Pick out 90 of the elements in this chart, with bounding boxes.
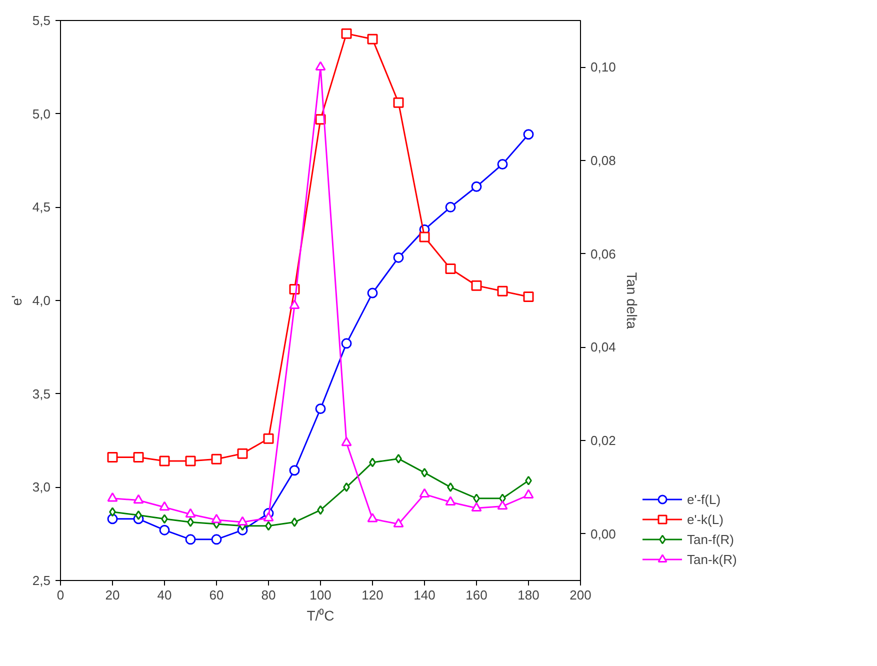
point [291, 517, 298, 527]
point [107, 452, 118, 463]
y-tick-label: 3,0 [32, 480, 51, 495]
point [211, 454, 222, 464]
legend-label: e'-k(L) [687, 512, 724, 526]
point [315, 61, 326, 71]
point [419, 232, 430, 242]
point [395, 454, 402, 464]
point [393, 97, 404, 108]
x-tick-label: 80 [261, 588, 276, 602]
point [185, 508, 196, 518]
y-tick-label: 4,0 [32, 293, 51, 308]
point [211, 514, 222, 524]
point [341, 436, 352, 446]
y2-axis-title: Tan delta [624, 272, 640, 330]
y-tick-label: 3,5 [32, 386, 51, 402]
point [159, 456, 170, 466]
x-tick-label: 20 [105, 588, 120, 602]
point [317, 505, 324, 515]
point [471, 280, 482, 291]
x-tick-label: 40 [157, 588, 172, 602]
y-axis-title: e' [8, 295, 24, 306]
point [341, 338, 352, 349]
y2-tick-label: 0,06 [590, 246, 616, 262]
y-tick-label: 4,5 [32, 200, 51, 215]
point [159, 524, 170, 536]
point [341, 28, 352, 39]
point [263, 512, 274, 522]
y-tick-label: 5,5 [32, 13, 51, 28]
point [133, 494, 144, 504]
point [525, 476, 532, 486]
legend-label: e'-f(L) [687, 492, 721, 506]
point [445, 496, 456, 506]
x-tick-label: 100 [310, 588, 332, 602]
point [523, 292, 534, 302]
point [497, 500, 508, 510]
point [445, 264, 456, 274]
y2-tick-label: 0,10 [590, 60, 616, 75]
point [211, 534, 222, 545]
point [187, 517, 194, 527]
point [419, 488, 430, 498]
legend-label: Tan-f(R) [687, 532, 734, 546]
point [107, 514, 118, 524]
point [447, 482, 454, 492]
point [445, 202, 456, 212]
point [497, 158, 508, 170]
x-tick-label: 0 [56, 588, 64, 602]
x-tick-label: 160 [466, 588, 488, 602]
point [497, 286, 508, 296]
y2-tick-label: 0,04 [590, 340, 616, 355]
x-tick-label: 200 [570, 588, 592, 602]
y2-tick-label: 0,00 [590, 526, 616, 542]
point [343, 482, 350, 492]
y2-tick-label: 0,08 [590, 153, 616, 168]
point [393, 252, 404, 263]
point [161, 514, 168, 524]
point [107, 492, 118, 502]
point [473, 494, 480, 504]
y-tick-label: 2,5 [32, 573, 51, 588]
point [289, 300, 300, 309]
point [393, 518, 404, 528]
x-tick-label: 120 [362, 588, 384, 602]
legend-label: Tan-k(R) [687, 552, 737, 566]
point [135, 510, 142, 520]
point [109, 507, 116, 517]
point [523, 129, 534, 140]
point [315, 404, 326, 414]
point [263, 433, 274, 444]
x-tick-label: 60 [209, 588, 224, 602]
point [237, 448, 248, 459]
point [289, 465, 300, 476]
x-tick-label: 140 [414, 588, 436, 602]
point [237, 516, 248, 526]
point [369, 458, 376, 468]
point [133, 452, 144, 463]
y-tick-label: 5,0 [32, 106, 51, 122]
point [367, 34, 378, 44]
point [471, 181, 482, 192]
point [523, 489, 534, 498]
point [185, 534, 196, 545]
point [367, 512, 378, 522]
point [265, 521, 272, 531]
point [185, 456, 196, 466]
x-axis-title: T/⁰C [306, 608, 334, 624]
point [421, 468, 428, 478]
point [159, 501, 170, 511]
y2-tick-label: 0,02 [590, 433, 616, 448]
point [471, 502, 482, 512]
x-tick-label: 180 [518, 588, 540, 602]
point [367, 288, 378, 298]
